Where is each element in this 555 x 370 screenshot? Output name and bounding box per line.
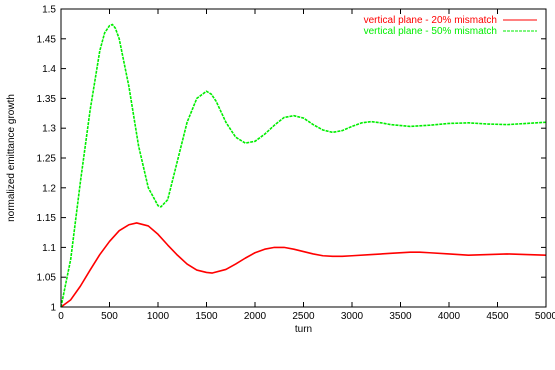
x-tick-label: 3500: [389, 311, 412, 322]
y-axis-label: normalized emittance growth: [6, 94, 17, 222]
y-tick-label: 1.5: [42, 5, 56, 16]
x-tick-label: 2500: [292, 311, 315, 322]
x-tick-label: 1000: [147, 311, 170, 322]
series-line-1: [60, 222, 547, 308]
y-tick-label: 1.05: [37, 273, 57, 284]
x-tick-label: 0: [58, 311, 64, 322]
y-tick-label: 1.4: [42, 64, 56, 75]
x-tick-label: 4000: [438, 311, 461, 322]
y-tick-label: 1.15: [37, 213, 57, 224]
y-tick-label: 1.25: [37, 154, 57, 165]
y-tick-label: 1.35: [37, 94, 57, 105]
y-tick-label: 1.1: [42, 243, 56, 254]
series-layer: [60, 23, 547, 308]
ticks-layer: 0 500 1000 1500 2000 2500 3000 3500 4000 4500 5000…: [37, 5, 555, 323]
y-tick-label: 1.2: [42, 183, 56, 194]
x-tick-label: 4500: [486, 311, 509, 322]
legend-label: vertical plane - 20% mismatch: [364, 15, 497, 26]
x-tick-label: 3000: [341, 311, 364, 322]
plot-frame: [60, 8, 547, 308]
x-tick-label: 500: [101, 311, 118, 322]
legend-label: vertical plane - 50% mismatch: [364, 26, 497, 37]
x-axis-label: turn: [295, 324, 312, 335]
series-line-2: [60, 23, 547, 308]
x-tick-label: 5000: [535, 311, 555, 322]
y-tick-label: 1.45: [37, 34, 57, 45]
y-tick-label: 1.3: [42, 124, 56, 135]
x-tick-label: 2000: [244, 311, 267, 322]
x-tick-label: 1500: [195, 311, 218, 322]
y-tick-label: 1: [50, 303, 56, 314]
